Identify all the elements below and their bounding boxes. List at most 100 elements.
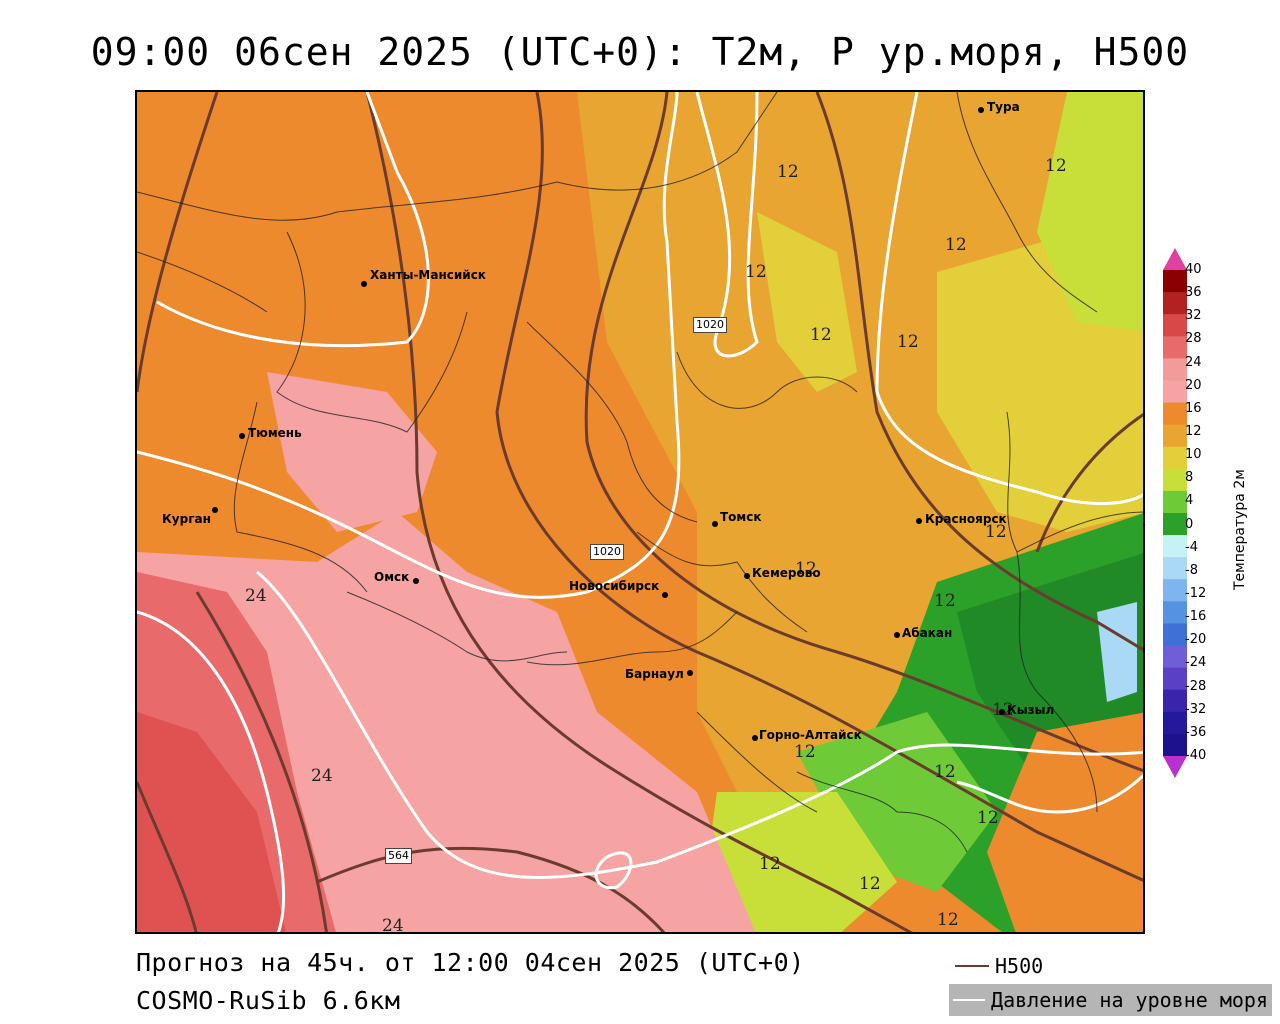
temp-label: 12 <box>745 262 767 282</box>
city-marker <box>894 632 900 638</box>
city-label-tura: Тура <box>987 100 1020 114</box>
city-marker <box>662 592 668 598</box>
temp-label: 12 <box>985 522 1007 542</box>
temp-label: 12 <box>934 762 956 782</box>
city-marker <box>361 281 367 287</box>
temp-label: 12 <box>810 325 832 345</box>
colorbar-tick-label: -20 <box>1185 632 1207 648</box>
colorbar-cell <box>1163 468 1187 492</box>
temp-label: 12 <box>977 808 999 828</box>
temp-label: 12 <box>945 235 967 255</box>
colorbar-tick-label: -12 <box>1185 586 1207 601</box>
colorbar-cell <box>1163 513 1187 536</box>
colorbar-tick-label: 24 <box>1185 354 1202 370</box>
temp-label: 12 <box>937 910 959 930</box>
temp-label: 12 <box>1045 156 1067 176</box>
city-marker <box>916 518 922 524</box>
colorbar-tick-label: 16 <box>1185 400 1202 416</box>
colorbar-top-arrow <box>1163 248 1187 270</box>
temp-label: 12 <box>759 854 781 874</box>
city-label-kyzyl: Кызыл <box>1007 703 1055 717</box>
city-label-kurgan: Курган <box>162 512 211 526</box>
forecast-info: Прогноз на 45ч. от 12:00 04сен 2025 (UTC… <box>136 948 805 977</box>
temp-label: 24 <box>382 916 404 934</box>
legend-h500: H500 <box>955 954 1043 978</box>
city-marker <box>212 507 218 513</box>
temp-label: 12 <box>859 874 881 894</box>
city-label-tomsk: Томск <box>720 510 762 524</box>
admin-borders <box>137 92 1143 853</box>
colorbar-tick-label: -36 <box>1185 724 1207 740</box>
colorbar-tick-label: 8 <box>1185 470 1194 486</box>
colorbar-tick-label: -8 <box>1185 562 1198 578</box>
colorbar-cell <box>1163 579 1187 602</box>
pressure-swatch <box>953 999 986 1001</box>
legend-h500-label: H500 <box>995 954 1044 978</box>
city-marker <box>712 521 718 527</box>
colorbar-title: Температура 2м <box>1232 469 1248 590</box>
city-label-novosibirsk: Новосибирск <box>569 579 660 593</box>
colorbar-cell <box>1163 601 1187 624</box>
height-label-564: 564 <box>385 848 412 864</box>
colorbar-cell <box>1163 380 1187 404</box>
city-label-barnaul: Барнаул <box>625 667 684 681</box>
colorbar-tick-label: 0 <box>1185 516 1194 532</box>
colorbar-tick-label: 10 <box>1185 447 1202 463</box>
colorbar-cell <box>1163 446 1187 470</box>
temperature-colorbar <box>1163 248 1187 778</box>
city-marker <box>239 433 245 439</box>
city-marker <box>687 670 693 676</box>
colorbar-cell <box>1163 358 1187 381</box>
city-marker <box>978 107 984 113</box>
colorbar-cell <box>1163 711 1187 735</box>
colorbar-tick-label: 40 <box>1185 262 1202 277</box>
city-label-gorno-altaysk: Горно-Алтайск <box>759 728 862 742</box>
map-title: 09:00 06сен 2025 (UTC+0): T2м, P ур.моря… <box>90 30 1190 74</box>
colorbar-tick-label: -28 <box>1185 678 1207 694</box>
colorbar-cell <box>1163 424 1187 448</box>
temp-label: 12 <box>794 742 816 762</box>
legend-pressure-label: Давление на уровне моря <box>991 988 1268 1012</box>
colorbar-tick-label: 36 <box>1185 285 1202 301</box>
city-marker <box>413 578 419 584</box>
colorbar-tick-label: 12 <box>1185 424 1202 439</box>
colorbar-cell <box>1163 535 1187 558</box>
city-marker <box>999 709 1005 715</box>
colorbar-tick-label: -4 <box>1185 539 1198 555</box>
legend-pressure: Давление на уровне моря <box>949 984 1272 1016</box>
pressure-label-2: 1020 <box>590 544 624 560</box>
colorbar-tick-label: 28 <box>1185 331 1202 347</box>
temp-label: 12 <box>934 591 956 611</box>
colorbar-tick-label: 4 <box>1185 493 1194 509</box>
h500-contours <box>137 92 1143 932</box>
city-label-omsk: Омск <box>374 570 410 584</box>
colorbar-tick-label: 20 <box>1185 377 1202 393</box>
colorbar-tick-label: -40 <box>1185 748 1207 763</box>
colorbar-cell <box>1163 270 1187 293</box>
colorbar-tick-label: -32 <box>1185 701 1207 717</box>
colorbar-cell <box>1163 689 1187 713</box>
city-label-tyumen: Тюмень <box>248 426 302 440</box>
temperature-field <box>137 92 1143 932</box>
colorbar-cell <box>1163 733 1187 757</box>
city-marker <box>752 735 758 741</box>
city-marker <box>744 573 750 579</box>
city-label-abakan: Абакан <box>902 626 953 640</box>
colorbar-cell <box>1163 645 1187 669</box>
colorbar-cell <box>1163 557 1187 580</box>
colorbar-tick-label: 32 <box>1185 308 1202 324</box>
colorbar-bottom-arrow <box>1163 756 1187 778</box>
h500-swatch <box>955 965 989 967</box>
colorbar-cell <box>1163 667 1187 691</box>
colorbar-cell <box>1163 402 1187 426</box>
pressure-label-1: 1020 <box>693 317 727 333</box>
temp-label: 12 <box>777 162 799 182</box>
city-label-krasnoyarsk: Красноярск <box>925 512 1007 526</box>
pressure-contours <box>137 92 1143 932</box>
colorbar-cell <box>1163 623 1187 647</box>
colorbar-cell <box>1163 314 1187 337</box>
model-name: COSMO-RuSib 6.6км <box>136 986 401 1015</box>
temp-label: 12 <box>897 332 919 352</box>
temp-label: 12 <box>795 559 817 579</box>
colorbar-cell <box>1163 292 1187 315</box>
